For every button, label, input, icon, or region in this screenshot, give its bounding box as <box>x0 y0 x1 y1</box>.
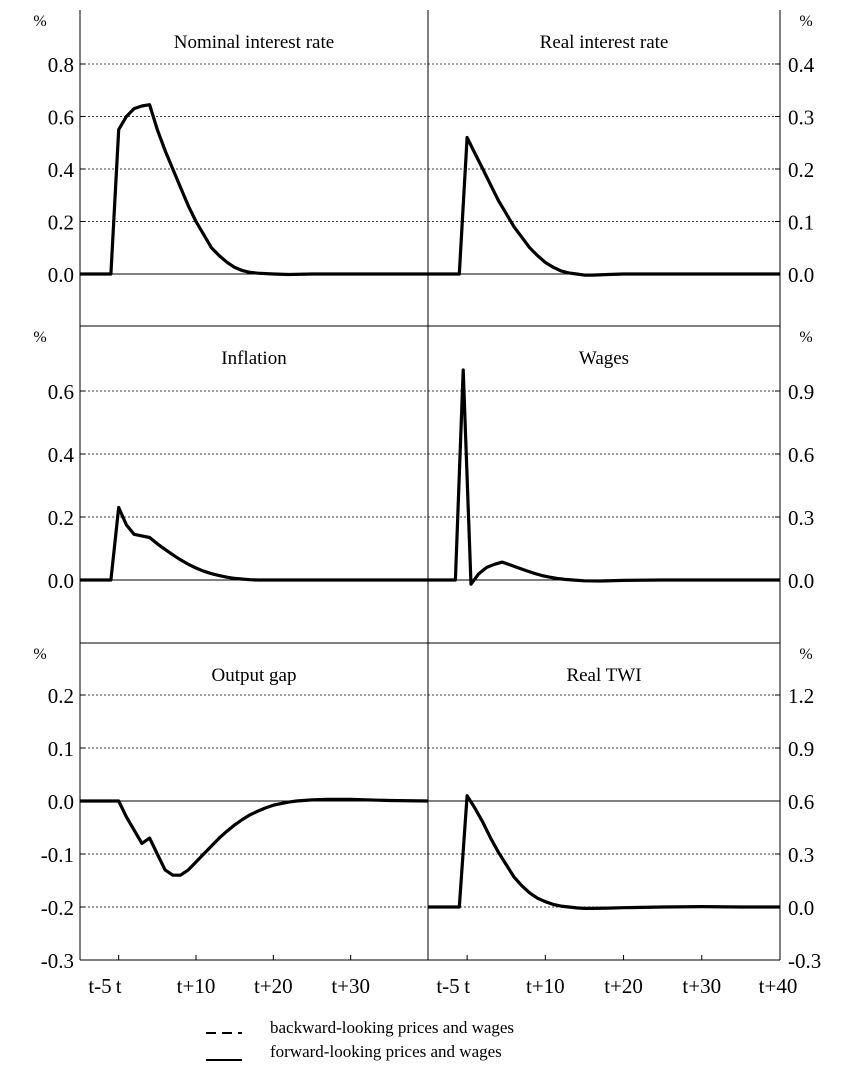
legend: backward-looking prices and wages forwar… <box>200 1017 620 1065</box>
inflation-ytick-label: 0.4 <box>48 443 75 467</box>
legend-dashed-swatch <box>206 1032 242 1034</box>
output-gap-ytick-label: -0.3 <box>41 949 74 973</box>
real-twi-ytick-label: -0.3 <box>788 949 821 973</box>
output-gap-ytick-label: -0.2 <box>41 896 74 920</box>
nominal-interest-rate-ytick-label: 0.0 <box>48 263 74 287</box>
real-twi-xtick-label: t+10 <box>526 974 565 998</box>
output-gap-series-line <box>80 797 429 877</box>
output-gap-ytick-label: -0.1 <box>41 843 74 867</box>
wages-ytick-label: 0.3 <box>788 506 814 530</box>
legend-label-backward: backward-looking prices and wages <box>270 1018 515 1037</box>
output-gap-ytick-label: 0.1 <box>48 737 74 761</box>
real-twi-xtick-label: t+30 <box>682 974 721 998</box>
wages-title: Wages <box>579 348 629 369</box>
real-twi-xtick-label: t+20 <box>604 974 643 998</box>
real-twi-xtick-label: t+40 <box>759 974 798 998</box>
real-interest-rate-ytick-label: 0.0 <box>788 263 814 287</box>
output-gap-title: Output gap <box>212 665 297 686</box>
output-gap-xtick-label: t+30 <box>331 974 370 998</box>
real-twi-title: Real TWI <box>566 665 641 686</box>
output-gap-unit-label: % <box>33 646 46 663</box>
real-interest-rate-title: Real interest rate <box>540 32 669 53</box>
real-twi-xtick-label: t <box>464 974 470 998</box>
wages-series-line <box>428 368 780 586</box>
nominal-interest-rate-ytick-label: 0.4 <box>48 158 75 182</box>
real-twi-ytick-label: 0.6 <box>788 790 814 814</box>
real-interest-rate-ytick-label: 0.1 <box>788 211 814 235</box>
nominal-interest-rate-ytick-label: 0.2 <box>48 211 74 235</box>
inflation-ytick-label: 0.2 <box>48 506 74 530</box>
inflation-series-line <box>80 505 428 582</box>
nominal-interest-rate-series-line <box>80 103 428 277</box>
nominal-interest-rate-ytick-label: 0.6 <box>48 106 74 130</box>
legend-item-backward: backward-looking prices and wages <box>200 1017 620 1041</box>
legend-solid-swatch <box>206 1059 242 1061</box>
output-gap-ytick-label: 0.2 <box>48 684 74 708</box>
inflation-unit-label: % <box>33 329 46 346</box>
real-twi-unit-label: % <box>799 646 812 663</box>
output-gap-ytick-label: 0.0 <box>48 790 74 814</box>
nominal-interest-rate-unit-label: % <box>33 13 46 30</box>
output-gap-xtick-label: t+20 <box>254 974 293 998</box>
legend-label-forward: forward-looking prices and wages <box>270 1042 502 1061</box>
real-interest-rate-ytick-label: 0.2 <box>788 158 814 182</box>
output-gap-xtick-label: t+10 <box>177 974 216 998</box>
output-gap-xtick-label: t-5 <box>88 974 111 998</box>
inflation-title: Inflation <box>221 348 287 369</box>
real-interest-rate-ytick-label: 0.4 <box>788 53 815 77</box>
real-twi-ytick-label: 0.0 <box>788 896 814 920</box>
inflation-ytick-label: 0.6 <box>48 380 74 404</box>
inflation-ytick-label: 0.0 <box>48 569 74 593</box>
real-interest-rate-series-line <box>428 135 780 277</box>
wages-ytick-label: 0.9 <box>788 380 814 404</box>
real-interest-rate-ytick-label: 0.3 <box>788 106 814 130</box>
legend-item-forward: forward-looking prices and wages <box>200 1041 620 1065</box>
output-gap-xtick-label: t <box>116 974 122 998</box>
real-twi-xtick-label: t-5 <box>436 974 459 998</box>
real-twi-ytick-label: 0.9 <box>788 737 814 761</box>
nominal-interest-rate-title: Nominal interest rate <box>174 32 334 53</box>
real-twi-series-line <box>428 794 780 910</box>
wages-unit-label: % <box>799 329 812 346</box>
wages-ytick-label: 0.6 <box>788 443 814 467</box>
real-interest-rate-unit-label: % <box>799 13 812 30</box>
nominal-interest-rate-ytick-label: 0.8 <box>48 53 74 77</box>
real-twi-ytick-label: 1.2 <box>788 684 814 708</box>
wages-ytick-label: 0.0 <box>788 569 814 593</box>
real-twi-ytick-label: 0.3 <box>788 843 814 867</box>
